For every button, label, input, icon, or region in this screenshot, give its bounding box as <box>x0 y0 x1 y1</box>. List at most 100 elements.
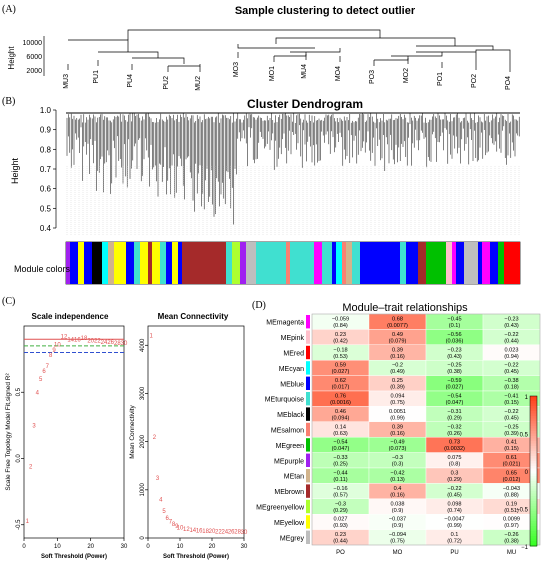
correlation-value: −0.32 <box>447 424 461 430</box>
p-value: (0.45) <box>504 415 519 421</box>
data-point: 3 <box>32 423 36 429</box>
module-row-label: MEyellow <box>274 520 305 527</box>
dendrogram-branch <box>374 45 511 66</box>
color-scale-step <box>530 453 537 457</box>
y-tick-label: 0.5 <box>16 387 22 396</box>
module-color-segment <box>84 242 92 284</box>
color-scale-step <box>530 423 537 427</box>
data-point: 3 <box>156 476 160 482</box>
color-scale-step <box>530 523 537 527</box>
data-point: 18 <box>202 529 209 535</box>
p-value: (0.13) <box>390 477 405 483</box>
correlation-value: 0.73 <box>449 440 460 446</box>
p-value: (0.84) <box>333 323 348 329</box>
sample-leaf-label: PU1 <box>93 70 100 84</box>
dendrogram-branch <box>237 44 341 57</box>
dendrogram-ytick: 0.8 <box>40 145 52 154</box>
module-color-segment <box>114 242 126 284</box>
correlation-value: −0.25 <box>447 363 461 369</box>
module-color-chip <box>306 315 310 329</box>
correlation-value: −0.59 <box>447 378 461 384</box>
color-scale-step <box>530 406 537 409</box>
module-color-segment <box>182 242 226 284</box>
module-row-label: MEsalmon <box>271 428 304 435</box>
sample-leaf-label: MO2 <box>403 68 410 83</box>
p-value: (0.0032) <box>444 446 465 452</box>
data-point: 24 <box>101 340 108 346</box>
module-color-segment <box>452 242 456 284</box>
data-point: 9 <box>175 524 179 530</box>
y-tick-label: 4000 <box>140 338 146 352</box>
module-colors-label: Module colors <box>14 264 71 274</box>
data-point: 28 <box>114 341 121 347</box>
p-value: (0.1) <box>449 323 461 329</box>
correlation-value: −0.043 <box>503 486 520 492</box>
data-point: 7 <box>46 364 50 370</box>
correlation-value: −0.41 <box>504 394 518 400</box>
color-scale-step <box>530 513 537 517</box>
color-scale-step <box>530 488 537 492</box>
trait-column-label: PU <box>450 550 458 556</box>
correlation-value: −0.22 <box>504 332 518 338</box>
color-scale-step <box>530 401 537 404</box>
color-scale-step <box>530 468 537 472</box>
p-value: (0.16) <box>390 492 405 498</box>
sample-leaf-label: PU4 <box>127 74 134 88</box>
correlation-value: −0.22 <box>504 363 518 369</box>
module-color-chip <box>306 469 310 483</box>
p-value: (0.8) <box>449 462 461 468</box>
module-color-chip <box>306 407 310 421</box>
module-color-chip <box>306 345 310 360</box>
x-tick-label: 20 <box>209 544 216 550</box>
module-trait-heatmap: MEmagenta−0.059(0.84)0.68(0.0077)−0.45(0… <box>256 313 541 556</box>
color-scale-step <box>530 473 537 477</box>
p-value: (0.39) <box>390 385 405 391</box>
color-scale-step <box>530 461 537 464</box>
data-point: 10 <box>177 525 184 531</box>
sample-clustering-title: Sample clustering to detect outlier <box>234 5 416 17</box>
x-tick-label: 10 <box>177 544 184 550</box>
y-axis-label: Scale Free Topology Model Fit,signed R² <box>5 373 12 491</box>
correlation-value: 0.0051 <box>389 409 406 415</box>
x-tick-label: 0 <box>146 544 150 550</box>
module-color-segment <box>464 242 478 284</box>
module-color-segment <box>406 242 418 284</box>
sample-leaf-label: MU3 <box>63 74 70 89</box>
cluster-dendrogram-ylabel: Height <box>10 157 20 184</box>
p-value: (0.97) <box>504 523 519 529</box>
module-color-chip <box>306 392 310 406</box>
data-point: 8 <box>49 353 53 359</box>
module-row-label: MEpurple <box>274 458 304 465</box>
color-scale-step <box>530 486 537 489</box>
module-color-segment <box>226 242 232 284</box>
color-scale-step <box>530 458 537 462</box>
p-value: (0.25) <box>333 462 348 468</box>
correlation-value: −0.16 <box>333 486 347 492</box>
p-value: (0.93) <box>333 523 348 529</box>
data-point: 9 <box>52 348 56 354</box>
module-color-segment <box>232 242 240 284</box>
module-row-label: MEblue <box>280 381 304 388</box>
module-color-segment <box>134 242 140 284</box>
data-point: 26 <box>228 530 235 536</box>
correlation-value: 0.1 <box>451 532 459 538</box>
scale-independence-title: Scale independence <box>31 312 109 321</box>
color-scale-step <box>530 491 537 494</box>
sample-clustering-ylabel: Height <box>7 46 16 70</box>
p-value: (0.16) <box>390 354 405 360</box>
module-color-segment <box>70 242 78 284</box>
color-scale-tick: 0.5 <box>520 433 529 439</box>
module-row-label: MEturquoise <box>265 397 304 404</box>
color-scale-step <box>530 493 537 497</box>
panel-label-d: (D) <box>252 300 266 311</box>
cluster-dendrogram-title: Cluster Dendrogram <box>246 97 364 111</box>
color-scale-step <box>530 528 537 532</box>
module-row-label: MEpink <box>281 335 305 342</box>
color-scale-step <box>530 431 537 434</box>
color-scale-step <box>530 428 537 432</box>
sample-leaf-label: PO4 <box>505 76 512 90</box>
p-value: (0.9) <box>392 508 404 514</box>
color-scale-step <box>530 533 537 537</box>
module-color-segment <box>166 242 172 284</box>
data-point: 4 <box>159 497 163 503</box>
